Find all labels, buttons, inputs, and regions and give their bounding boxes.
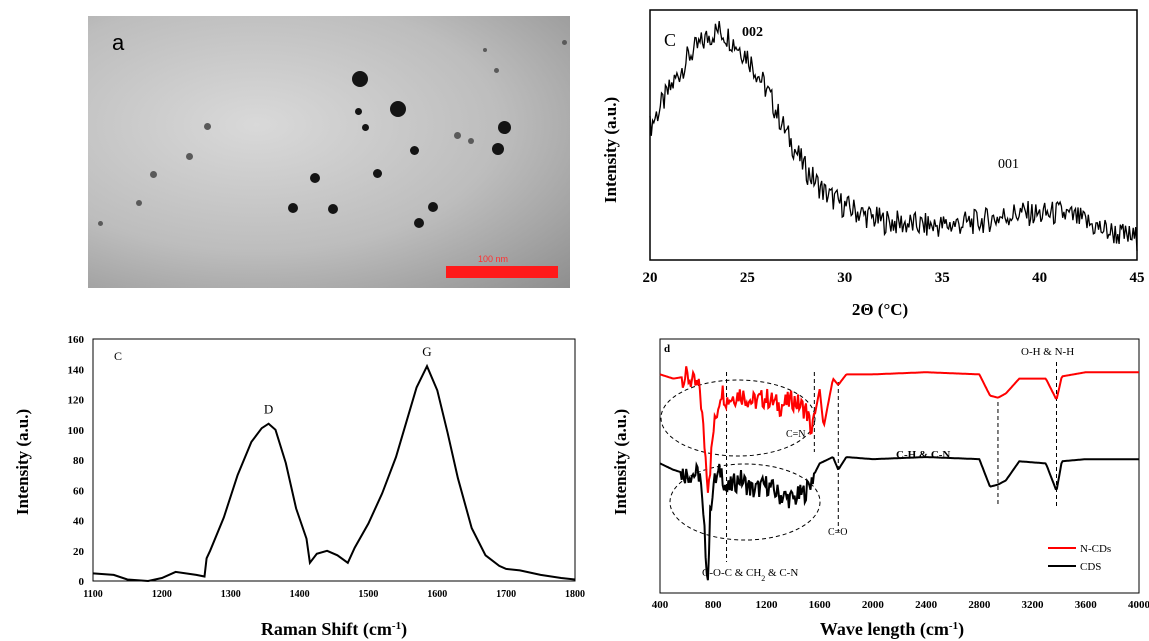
annotation-oh-nh: O-H & N-H <box>1021 346 1074 358</box>
x-tick-label: 800 <box>705 599 722 611</box>
y-tick-label: 80 <box>73 455 85 467</box>
panel-a-tem-image: a 100 nm <box>88 16 570 288</box>
nanoparticle <box>328 204 338 214</box>
nanoparticle <box>186 153 193 160</box>
nanoparticle <box>373 169 382 178</box>
annotation-cn: C=N <box>786 429 806 440</box>
highlight-ellipse <box>660 379 816 457</box>
x-tick-label: 1100 <box>83 589 102 600</box>
annotation-002: 002 <box>742 25 763 40</box>
x-tick-label: 1700 <box>496 589 516 600</box>
y-axis-label: Intensity (a.u.) <box>611 409 630 515</box>
y-tick-label: 140 <box>68 364 85 376</box>
nanoparticle <box>136 200 142 206</box>
x-tick-label: 2000 <box>862 599 885 611</box>
annotation-d-band: D <box>264 402 273 417</box>
annotation-co: C=O <box>828 527 848 538</box>
nanoparticle <box>562 40 567 45</box>
plot-frame <box>649 9 1138 261</box>
nanoparticle <box>428 202 438 212</box>
nanoparticle <box>494 68 499 73</box>
nanoparticle <box>310 173 320 183</box>
panel-label: d <box>664 343 670 355</box>
x-tick-labels: 20 25 30 35 40 45 <box>643 270 1145 286</box>
nanoparticle <box>150 171 157 178</box>
panel-label: C <box>114 349 122 363</box>
x-tick-label: 45 <box>1130 270 1145 286</box>
y-tick-label: 160 <box>68 334 85 346</box>
x-tick-label: 1500 <box>358 589 378 600</box>
panel-b-xrd-chart: C 002 001 20 25 30 35 40 45 Intensity (a.u.) … <box>601 9 1145 319</box>
nanoparticle <box>98 221 103 226</box>
x-tick-label: 35 <box>935 270 950 286</box>
x-tick-label: 20 <box>643 270 658 286</box>
nanoparticle <box>454 132 461 139</box>
x-tick-label: 1200 <box>152 589 172 600</box>
x-tick-label: 400 <box>652 599 669 611</box>
y-tick-label: 120 <box>68 395 85 407</box>
y-tick-label: 0 <box>79 576 85 588</box>
x-tick-label: 40 <box>1032 270 1047 286</box>
x-axis-label: Raman Shift (cm-1) <box>261 619 407 640</box>
x-axis-label: 2Θ (°C) <box>852 300 908 319</box>
nanoparticle <box>204 123 211 130</box>
nanoparticle <box>410 146 419 155</box>
panel-d-ftir-chart: 400 800 1200 1600 2000 2400 2800 3200 3600 4000 d… <box>611 338 1149 640</box>
y-tick-label: 100 <box>68 425 85 437</box>
y-axis-label: Intensity (a.u.) <box>13 409 32 515</box>
legend: N-CDs CDS <box>1048 543 1111 573</box>
cds-series-line <box>659 456 1139 581</box>
n-cds-series-line <box>659 366 1139 493</box>
x-axis-label: Wave length (cm-1) <box>820 619 964 640</box>
x-tick-label: 25 <box>740 270 755 286</box>
nanoparticle <box>414 218 424 228</box>
panel-a-label: a <box>112 30 125 55</box>
x-tick-label: 1300 <box>221 589 241 600</box>
nanoparticle <box>288 203 298 213</box>
nanoparticle <box>468 138 474 144</box>
x-tick-labels: 400 800 1200 1600 2000 2400 2800 3200 3600 4000 <box>652 599 1149 611</box>
plot-frame <box>659 338 1140 594</box>
x-tick-label: 1600 <box>809 599 832 611</box>
x-tick-label: 3600 <box>1075 599 1098 611</box>
nanoparticle <box>355 108 362 115</box>
x-tick-label: 30 <box>837 270 852 286</box>
raman-series-line <box>92 363 576 583</box>
panel-c-raman-chart: 1100 1200 1300 1400 1500 1600 1700 1800 0 20 40 60 8… <box>13 334 586 640</box>
x-tick-label: 4000 <box>1128 599 1149 611</box>
x-tick-label: 2800 <box>968 599 991 611</box>
highlight-ellipse <box>669 463 821 541</box>
y-tick-label: 60 <box>73 485 85 497</box>
legend-label-cds: CDS <box>1080 561 1101 573</box>
y-tick-label: 40 <box>73 516 85 528</box>
panel-label: C <box>664 30 676 50</box>
plot-frame <box>92 338 576 582</box>
x-tick-label: 1800 <box>565 589 585 600</box>
annotation-001: 001 <box>998 157 1019 172</box>
x-tick-label: 2400 <box>915 599 938 611</box>
nanoparticle <box>390 101 406 117</box>
nanoparticle <box>362 124 369 131</box>
nanoparticle <box>498 121 511 134</box>
axis-tick-labels: 1100 1200 1300 1400 1500 1600 1700 1800 0 20 40 60 8… <box>68 334 586 600</box>
y-tick-label: 20 <box>73 546 85 558</box>
x-tick-label: 1200 <box>755 599 778 611</box>
nanoparticle <box>483 48 487 52</box>
x-tick-label: 1400 <box>290 589 310 600</box>
x-tick-label: 1600 <box>427 589 447 600</box>
legend-label-n-cds: N-CDs <box>1080 543 1111 555</box>
x-tick-label: 3200 <box>1022 599 1045 611</box>
annotation-coc-ch2-cn: C-O-C & CH2 & C-N <box>702 567 798 583</box>
annotation-ch-cn: C-H & C-N <box>896 449 950 461</box>
scale-bar-label: 100 nm <box>478 254 509 264</box>
y-axis-label: Intensity (a.u.) <box>601 97 620 203</box>
annotation-g-band: G <box>422 344 431 359</box>
nanoparticle <box>492 143 504 155</box>
scale-bar <box>446 266 558 278</box>
xrd-series-line <box>649 21 1138 251</box>
nanoparticle <box>352 71 368 87</box>
